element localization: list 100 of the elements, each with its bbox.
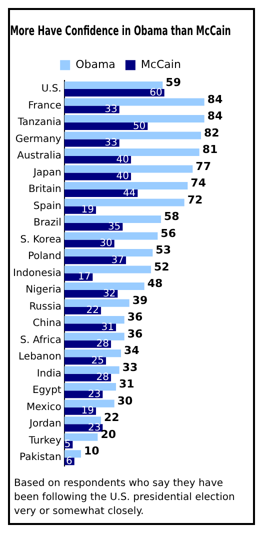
bar	[64, 190, 138, 198]
data-label: 31	[119, 378, 134, 391]
bar	[64, 182, 188, 190]
y-tick-label: Japan	[32, 167, 62, 178]
data-label: 33	[122, 360, 138, 374]
y-tick-label: Brazil	[33, 218, 62, 229]
data-label: 37	[111, 254, 124, 266]
y-tick-label: Indonesia	[13, 268, 62, 279]
data-label: 50	[132, 120, 146, 132]
legend-label: Obama	[76, 58, 116, 71]
y-tick-label: U.S.	[41, 84, 62, 95]
bar	[64, 299, 130, 307]
data-label: 25	[91, 355, 104, 366]
data-label: 36	[127, 310, 144, 324]
data-label: 19	[81, 406, 94, 417]
y-tick-label: Spain	[33, 200, 62, 212]
y-tick-label: Nigeria	[26, 284, 62, 296]
bar	[64, 324, 116, 332]
bar	[64, 232, 158, 240]
bar	[64, 400, 114, 408]
bar	[64, 98, 204, 106]
data-label: 31	[101, 322, 114, 333]
chart-title: More Have Confidence in Obama than McCain	[10, 23, 231, 39]
data-label: 30	[117, 394, 134, 408]
data-label: 28	[96, 372, 110, 384]
bar	[64, 249, 153, 257]
y-tick-label: Turkey	[28, 435, 62, 446]
data-label: 34	[124, 344, 140, 358]
bar	[64, 266, 152, 274]
y-tick-label: Russia	[29, 301, 62, 312]
y-tick-label: Germany	[15, 134, 62, 145]
y-tick-label: India	[36, 368, 62, 380]
data-label: 48	[147, 277, 163, 290]
bar	[64, 433, 98, 441]
bar	[64, 240, 114, 248]
data-label: 84	[207, 110, 223, 123]
data-label: 30	[100, 238, 112, 250]
data-label: 82	[204, 126, 220, 140]
data-label: 28	[96, 338, 110, 350]
data-label: 5	[64, 439, 71, 450]
bar	[64, 450, 82, 458]
y-tick-label: China	[32, 318, 62, 330]
data-label: 40	[116, 171, 130, 182]
y-tick-label: Tanzania	[16, 117, 62, 128]
data-label: 60	[150, 87, 162, 98]
y-tick-label: France	[28, 100, 62, 112]
data-label: 72	[187, 193, 203, 206]
bar	[64, 148, 200, 156]
bar	[64, 81, 163, 89]
bar	[64, 256, 126, 264]
bar	[64, 165, 193, 173]
y-tick-label: Mexico	[26, 402, 62, 413]
data-label: 22	[86, 305, 100, 316]
bar	[64, 282, 144, 290]
bar	[64, 366, 120, 374]
data-label: 33	[104, 138, 118, 149]
data-label: 44	[122, 188, 136, 199]
bar	[64, 122, 148, 130]
y-tick-label: Jordan	[28, 418, 62, 430]
data-label: 23	[88, 422, 101, 434]
bar	[64, 88, 164, 97]
bar	[64, 223, 123, 231]
bar	[64, 172, 132, 180]
bar	[64, 290, 118, 298]
data-label: 84	[207, 92, 223, 106]
data-label: 35	[108, 221, 121, 232]
data-label: 59	[166, 76, 181, 90]
data-label: 6	[66, 456, 72, 467]
data-label: 33	[104, 104, 118, 116]
y-tick-label: S. Africa	[20, 334, 62, 346]
text: Based on respondents who say they have been following the U.S. presidential election very or somewhat closely.	[13, 477, 236, 519]
bar	[64, 139, 120, 147]
bar	[64, 350, 122, 358]
bar	[64, 156, 132, 164]
y-tick-label: S. Korea	[20, 234, 62, 246]
data-label: 74	[190, 176, 206, 190]
data-label: 20	[100, 428, 116, 441]
data-label: 23	[88, 388, 101, 400]
data-label: 53	[156, 244, 171, 257]
data-label: 56	[160, 226, 176, 240]
data-label: 58	[164, 210, 180, 224]
data-label: 52	[154, 260, 170, 274]
data-label: 39	[132, 294, 148, 307]
y-tick-label: Britain	[28, 184, 62, 196]
data-label: 77	[196, 160, 211, 173]
y-tick-label: Australia	[17, 150, 62, 162]
bar	[64, 132, 202, 140]
data-label: 32	[102, 288, 116, 300]
data-label: 22	[104, 411, 120, 424]
y-tick-label: Egypt	[32, 385, 62, 396]
bar	[64, 215, 162, 224]
y-tick-label: Pakistan	[19, 452, 62, 464]
data-label: 81	[202, 143, 218, 156]
data-label: 36	[127, 327, 144, 340]
y-tick-label: Poland	[28, 251, 62, 262]
data-label: 40	[116, 154, 130, 166]
y-tick-label: Lebanon	[18, 352, 62, 363]
bar	[64, 114, 204, 122]
data-label: 10	[84, 444, 100, 458]
bar	[64, 198, 184, 206]
